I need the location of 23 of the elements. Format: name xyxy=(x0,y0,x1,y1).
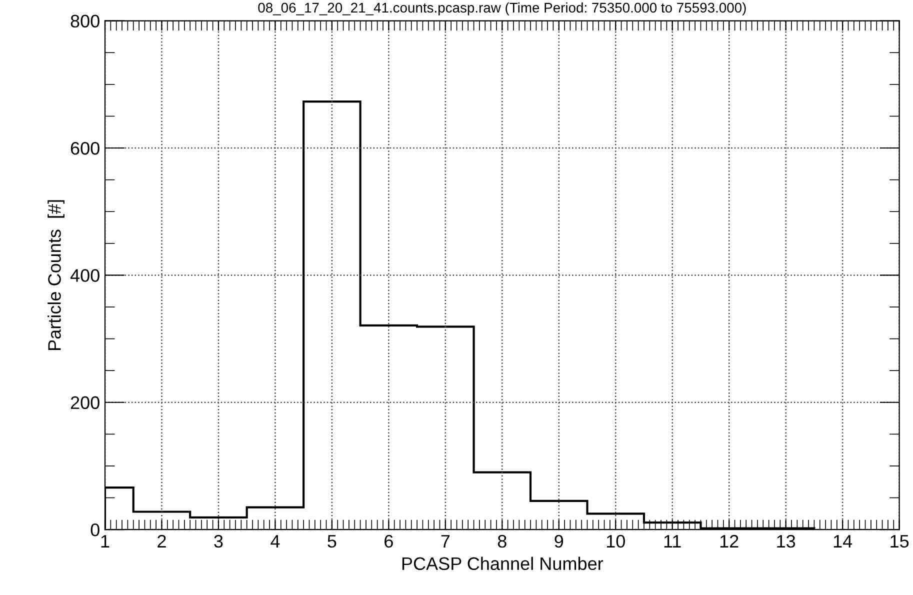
x-tick-label: 10 xyxy=(606,534,625,548)
x-tick-label: 15 xyxy=(890,535,909,548)
x-tick-label: 9 xyxy=(554,534,564,548)
x-tick-label: 2 xyxy=(158,534,166,548)
x-tick-label: 5 xyxy=(328,535,336,548)
y-tick-label: 200 xyxy=(70,396,100,410)
x-tick-label: 4 xyxy=(270,535,280,548)
y-tick-label: 800 xyxy=(70,14,100,28)
x-tick-label: 12 xyxy=(720,534,738,548)
x-tick-label: 11 xyxy=(664,535,681,548)
x-tick-label: 7 xyxy=(441,535,450,548)
y-tick-label: 0 xyxy=(90,523,100,536)
y-axis-title: Particle Counts [#] xyxy=(48,200,64,350)
x-tick-label: 13 xyxy=(777,534,796,548)
x-tick-label: 14 xyxy=(834,535,852,548)
x-tick-label: 1 xyxy=(101,535,110,548)
x-axis-title: PCASP Channel Number xyxy=(402,556,604,570)
x-tick-label: 8 xyxy=(498,534,506,548)
y-tick-label: 600 xyxy=(70,142,100,155)
chart-title: 08_06_17_20_21_41.counts.pcasp.raw (Time Period: 75350.000 to 75593.000) xyxy=(258,2,746,16)
x-tick-label: 3 xyxy=(214,534,223,548)
x-tick-label: 6 xyxy=(384,534,393,548)
y-tick-label: 400 xyxy=(70,269,100,282)
